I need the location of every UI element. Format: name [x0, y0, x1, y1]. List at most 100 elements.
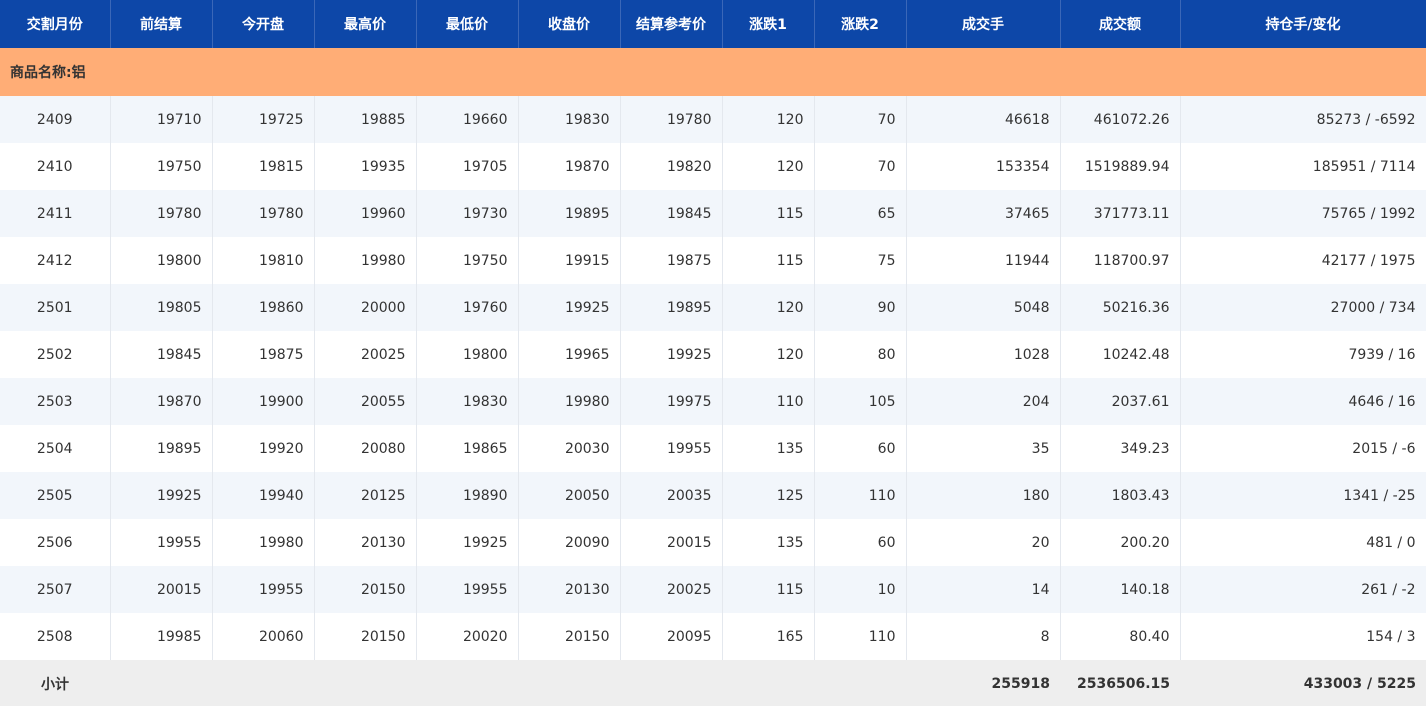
cell: 70 [814, 143, 907, 190]
data-row: 2502 19845 19875 20025 19800 19965 19925 120 80 1… [0, 331, 1426, 378]
cell: 1341 / -25 [1180, 472, 1426, 519]
data-row: 2508 19985 20060 20150 20020 20150 20095 165 110… [0, 613, 1426, 660]
cell: 165 [722, 613, 815, 660]
column-header: 最低价 [416, 0, 519, 48]
cell: 20150 [518, 613, 621, 660]
cell: 5048 [906, 284, 1061, 331]
cell: 19660 [416, 96, 519, 143]
cell: 110 [814, 472, 907, 519]
cell: 20150 [314, 613, 417, 660]
cell: 42177 / 1975 [1180, 237, 1426, 284]
cell: 204 [906, 378, 1061, 425]
cell: 19980 [518, 378, 621, 425]
cell: 20025 [620, 566, 723, 613]
cell: 19780 [110, 190, 213, 237]
cell: 19920 [212, 425, 315, 472]
column-header: 收盘价 [518, 0, 621, 48]
cell: 20130 [314, 519, 417, 566]
data-row: 2412 19800 19810 19980 19750 19915 19875 115 75 1… [0, 237, 1426, 284]
cell: 20060 [212, 613, 315, 660]
cell: 35 [906, 425, 1061, 472]
cell: 2501 [0, 284, 111, 331]
cell: 19895 [620, 284, 723, 331]
section-label: 商品名称:铝 [0, 48, 1426, 96]
cell: 125 [722, 472, 815, 519]
cell: 19980 [212, 519, 315, 566]
column-header: 成交额 [1060, 0, 1181, 48]
cell: 20055 [314, 378, 417, 425]
cell: 1028 [906, 331, 1061, 378]
cell: 10242.48 [1060, 331, 1181, 378]
cell: 20095 [620, 613, 723, 660]
cell: 19955 [212, 566, 315, 613]
cell: 2508 [0, 613, 111, 660]
cell: 185951 / 7114 [1180, 143, 1426, 190]
cell: 19935 [314, 143, 417, 190]
cell: 46618 [906, 96, 1061, 143]
cell: 20130 [518, 566, 621, 613]
cell: 19705 [416, 143, 519, 190]
cell: 19845 [620, 190, 723, 237]
section-row: 商品名称:铝 [0, 48, 1426, 96]
cell: 20030 [518, 425, 621, 472]
cell: 19925 [416, 519, 519, 566]
cell: 2409 [0, 96, 111, 143]
cell: 7939 / 16 [1180, 331, 1426, 378]
cell: 371773.11 [1060, 190, 1181, 237]
column-header: 前结算 [110, 0, 213, 48]
cell: 19895 [518, 190, 621, 237]
cell: 19980 [314, 237, 417, 284]
cell: 120 [722, 143, 815, 190]
cell: 110 [814, 613, 907, 660]
data-row: 2411 19780 19780 19960 19730 19895 19845 115 65 3… [0, 190, 1426, 237]
cell: 19860 [212, 284, 315, 331]
subtotal-turnover: 2536506.15 [1060, 660, 1180, 706]
cell: 8 [906, 613, 1061, 660]
data-row: 2501 19805 19860 20000 19760 19925 19895 120 90 5… [0, 284, 1426, 331]
cell: 80.40 [1060, 613, 1181, 660]
cell: 20050 [518, 472, 621, 519]
cell: 14 [906, 566, 1061, 613]
data-row: 2409 19710 19725 19885 19660 19830 19780 120 70 4… [0, 96, 1426, 143]
cell: 19870 [110, 378, 213, 425]
cell: 2503 [0, 378, 111, 425]
column-header: 最高价 [314, 0, 417, 48]
cell: 4646 / 16 [1180, 378, 1426, 425]
cell: 19925 [620, 331, 723, 378]
cell: 19780 [620, 96, 723, 143]
cell: 2037.61 [1060, 378, 1181, 425]
cell: 19830 [416, 378, 519, 425]
data-row: 2503 19870 19900 20055 19830 19980 19975 110 105… [0, 378, 1426, 425]
cell: 19820 [620, 143, 723, 190]
column-header: 涨跌2 [814, 0, 907, 48]
cell: 19985 [110, 613, 213, 660]
cell: 19960 [314, 190, 417, 237]
cell: 20150 [314, 566, 417, 613]
column-header: 今开盘 [212, 0, 315, 48]
cell: 19955 [620, 425, 723, 472]
cell: 19750 [110, 143, 213, 190]
cell: 20080 [314, 425, 417, 472]
cell: 27000 / 734 [1180, 284, 1426, 331]
cell: 180 [906, 472, 1061, 519]
cell: 19800 [110, 237, 213, 284]
cell: 10 [814, 566, 907, 613]
cell: 19885 [314, 96, 417, 143]
subtotal-row: 小计 255918 2536506.15 433003 / 5225 [0, 660, 1426, 706]
cell: 105 [814, 378, 907, 425]
cell: 19845 [110, 331, 213, 378]
cell: 50216.36 [1060, 284, 1181, 331]
cell: 261 / -2 [1180, 566, 1426, 613]
cell: 19900 [212, 378, 315, 425]
cell: 2505 [0, 472, 111, 519]
data-row: 2507 20015 19955 20150 19955 20130 20025 115 10 1… [0, 566, 1426, 613]
cell: 19800 [416, 331, 519, 378]
subtotal-gap [110, 660, 906, 706]
cell: 19925 [518, 284, 621, 331]
cell: 19810 [212, 237, 315, 284]
cell: 2504 [0, 425, 111, 472]
cell: 20035 [620, 472, 723, 519]
cell: 60 [814, 519, 907, 566]
